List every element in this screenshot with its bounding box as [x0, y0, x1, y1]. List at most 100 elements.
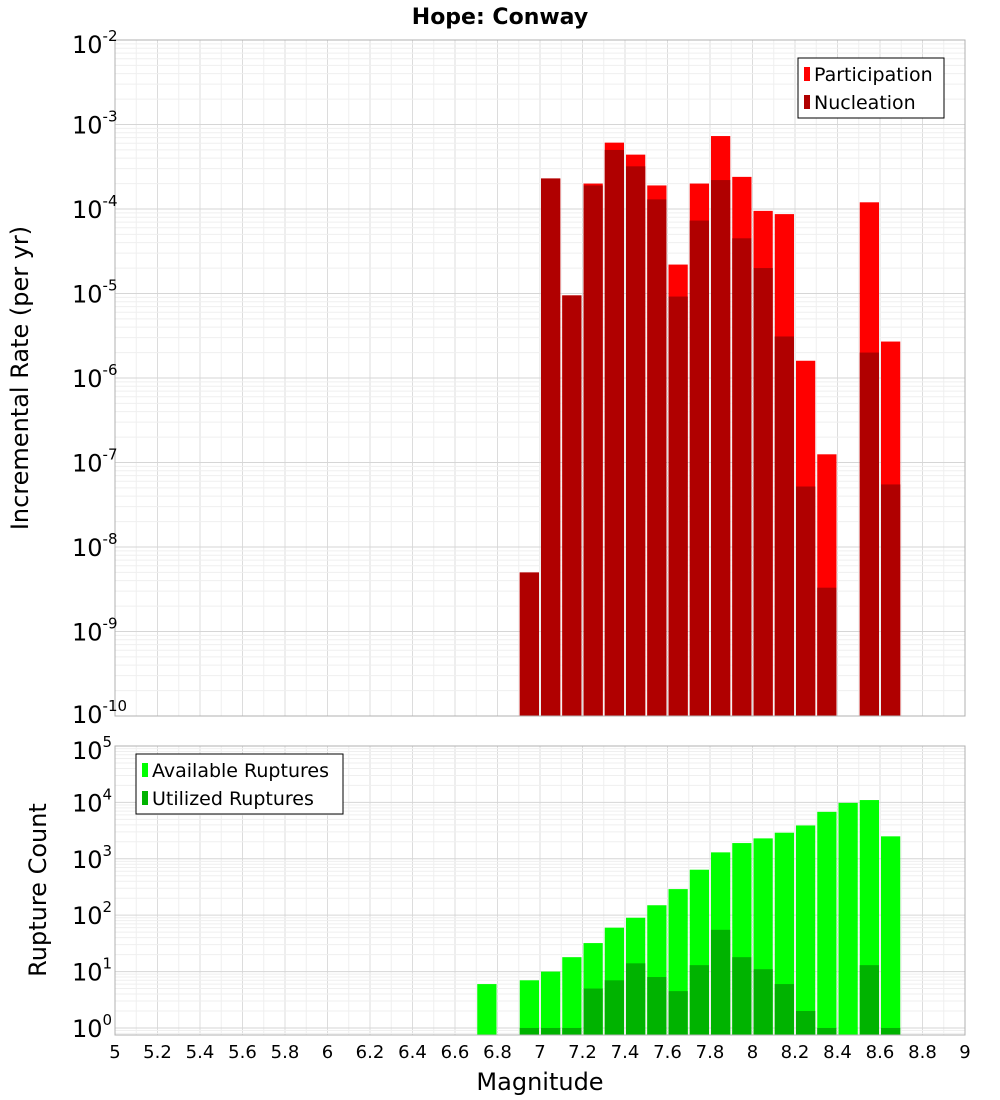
bottom-bar-available-ruptures — [477, 984, 497, 1035]
top-bar-nucleation — [604, 149, 624, 717]
bottom-y-tick-label: 103 — [72, 842, 112, 874]
bottom-bar-utilized-ruptures — [519, 1027, 539, 1035]
x-tick-label: 5.8 — [271, 1042, 300, 1063]
tick-base: 10 — [72, 31, 103, 59]
top-legend-swatch — [804, 67, 810, 81]
bottom-plot-frame — [114, 745, 966, 1036]
top-plot-frame — [114, 39, 966, 717]
bottom-bar-utilized-ruptures — [881, 1027, 901, 1035]
x-tick-label: 8.2 — [781, 1042, 810, 1063]
tick-exponent: 3 — [103, 842, 113, 860]
tick-base: 10 — [72, 846, 103, 874]
top-bar-nucleation — [881, 484, 901, 716]
x-tick-label: 6 — [322, 1042, 333, 1063]
tick-exponent: -10 — [103, 697, 128, 715]
tick-exponent: 0 — [103, 1011, 113, 1029]
x-tick-label: 7.8 — [696, 1042, 725, 1063]
bottom-bar-utilized-ruptures — [583, 988, 603, 1035]
bottom-bar-utilized-ruptures — [774, 984, 794, 1035]
x-tick-label: 5.6 — [228, 1042, 257, 1063]
top-legend-label: Nucleation — [814, 92, 916, 114]
bottom-y-tick-label: 101 — [72, 955, 112, 987]
bottom-bar-utilized-ruptures — [753, 969, 773, 1035]
top-bar-nucleation — [774, 336, 794, 716]
top-y-tick-label: 10-6 — [72, 361, 118, 393]
chart-title: Hope: Conway — [412, 5, 588, 30]
tick-exponent: -3 — [103, 108, 118, 126]
top-y-tick-label: 10-7 — [72, 446, 118, 478]
bottom-y-tick-label: 104 — [72, 785, 112, 817]
tick-base: 10 — [72, 619, 103, 647]
bottom-bar-available-ruptures — [881, 836, 901, 1035]
x-tick-label: 8.4 — [823, 1042, 852, 1063]
tick-exponent: -5 — [103, 277, 118, 295]
bottom-bar-available-ruptures — [796, 825, 816, 1035]
tick-exponent: -7 — [103, 446, 118, 464]
top-bar-nucleation — [626, 166, 646, 716]
tick-exponent: 1 — [103, 955, 113, 973]
top-bar-nucleation — [668, 296, 688, 716]
x-tick-label: 7 — [534, 1042, 545, 1063]
top-y-tick-label: 10-9 — [72, 615, 118, 647]
x-axis-label: Magnitude — [476, 1068, 603, 1096]
x-tick-label: 6.2 — [356, 1042, 385, 1063]
top-bar-nucleation — [562, 295, 582, 716]
bottom-bar-utilized-ruptures — [796, 1010, 816, 1035]
bottom-bar-utilized-ruptures — [817, 1027, 837, 1035]
bottom-legend-box — [135, 753, 344, 815]
bottom-bar-utilized-ruptures — [626, 963, 646, 1035]
bottom-bar-available-ruptures — [838, 802, 858, 1035]
top-bar-nucleation — [689, 220, 709, 716]
tick-exponent: -8 — [103, 530, 118, 548]
bottom-bar-utilized-ruptures — [732, 957, 752, 1035]
bottom-bar-available-ruptures — [562, 957, 582, 1035]
top-bar-nucleation — [859, 352, 879, 716]
x-tick-label: 5.2 — [143, 1042, 172, 1063]
tick-exponent: -6 — [103, 361, 118, 379]
top-legend-label: Participation — [814, 64, 933, 86]
bottom-legend-label: Utilized Ruptures — [152, 788, 314, 810]
bottom-bar-utilized-ruptures — [711, 929, 731, 1035]
top-y-tick-label: 10-8 — [72, 530, 118, 562]
x-tick-label: 8 — [747, 1042, 758, 1063]
tick-base: 10 — [72, 365, 103, 393]
bottom-bar-utilized-ruptures — [689, 965, 709, 1035]
x-tick-label: 7.6 — [653, 1042, 682, 1063]
bottom-bar-available-ruptures — [817, 811, 837, 1035]
bottom-y-tick-label: 102 — [72, 898, 112, 930]
bottom-bar-utilized-ruptures — [604, 980, 624, 1035]
bottom-bar-available-ruptures — [541, 971, 561, 1035]
top-y-axis-label: Incremental Rate (per yr) — [6, 226, 34, 530]
bottom-bar-utilized-ruptures — [541, 1027, 561, 1035]
bottom-bar-utilized-ruptures — [668, 991, 688, 1035]
tick-base: 10 — [72, 281, 103, 309]
x-tick-label: 8.6 — [866, 1042, 895, 1063]
bottom-legend: Available Ruptures Utilized Ruptures — [135, 753, 344, 815]
bottom-y-tick-label: 105 — [72, 733, 112, 765]
tick-base: 10 — [72, 959, 103, 987]
tick-base: 10 — [72, 902, 103, 930]
bottom-bar-available-ruptures — [519, 980, 539, 1035]
x-tick-label: 7.2 — [568, 1042, 597, 1063]
bottom-legend-label: Available Ruptures — [152, 760, 329, 782]
tick-exponent: -9 — [103, 615, 118, 633]
top-bar-nucleation — [817, 587, 837, 716]
tick-base: 10 — [72, 534, 103, 562]
x-tick-label: 5 — [109, 1042, 120, 1063]
top-bar-nucleation — [519, 572, 539, 716]
top-bar-nucleation — [796, 486, 816, 716]
top-legend: Participation Nucleation — [797, 57, 945, 119]
tick-exponent: 2 — [103, 898, 113, 916]
tick-exponent: 5 — [103, 733, 113, 751]
tick-base: 10 — [72, 701, 103, 729]
top-y-tick-label: 10-5 — [72, 277, 118, 309]
bottom-bar-utilized-ruptures — [859, 965, 879, 1035]
tick-base: 10 — [72, 1015, 103, 1043]
tick-base: 10 — [72, 737, 103, 765]
top-bar-nucleation — [647, 199, 667, 717]
bottom-y-tick-label: 100 — [72, 1011, 112, 1043]
x-tick-label: 6.8 — [483, 1042, 512, 1063]
tick-base: 10 — [72, 112, 103, 140]
